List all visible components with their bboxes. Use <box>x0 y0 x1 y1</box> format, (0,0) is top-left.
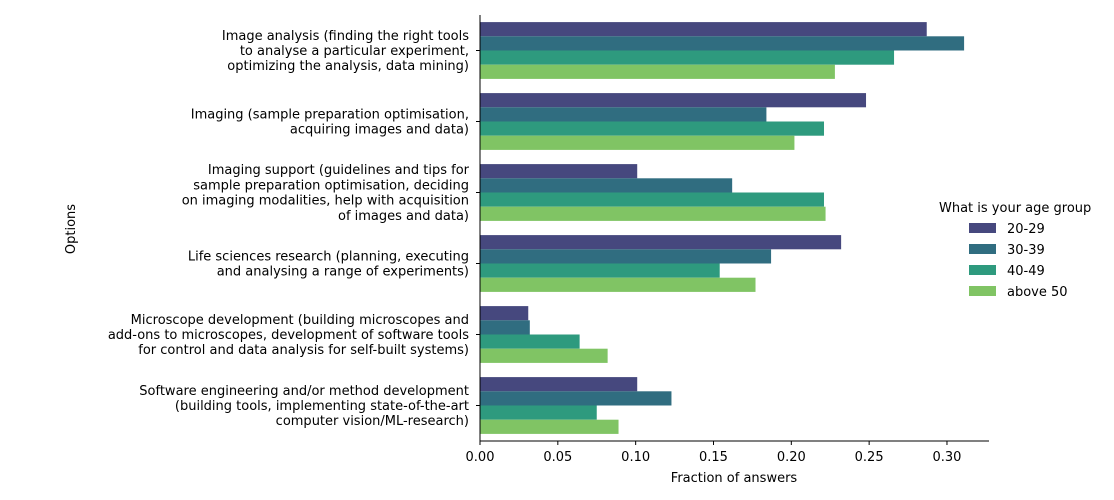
legend: What is your age group 20-29 30-39 40-49 ab… <box>939 201 1091 300</box>
x-axis-ticks: 0.00 0.05 0.10 0.15 0.20 0.25 0.30 <box>466 441 961 465</box>
x-tick-label: 0.30 <box>932 450 961 465</box>
bar-30-39-cat-3 <box>480 178 733 193</box>
bar-20-29-cat-1 <box>480 22 927 37</box>
y-axis-title: Options <box>64 204 79 254</box>
category-label: Image analysis (finding the right tools t… <box>222 29 469 74</box>
bar-above-50-cat-5 <box>480 348 608 363</box>
bar-30-39-cat-5 <box>480 320 530 335</box>
legend-label: 20-29 <box>1007 222 1045 237</box>
bar-40-49-cat-6 <box>480 405 597 420</box>
bar-40-49-cat-4 <box>480 263 720 278</box>
category-label: Imaging support (guidelines and tips for… <box>182 163 470 224</box>
bar-above-50-cat-4 <box>480 277 756 292</box>
bar-20-29-cat-5 <box>480 306 529 321</box>
bar-40-49-cat-1 <box>480 50 895 65</box>
category-label: Life sciences research (planning, execut… <box>188 249 469 279</box>
category-label: Imaging (sample preparation optimisation… <box>191 107 469 137</box>
bar-above-50-cat-3 <box>480 206 826 221</box>
legend-swatch <box>969 223 996 233</box>
bar-30-39-cat-1 <box>480 36 965 51</box>
x-tick-label: 0.00 <box>466 450 495 465</box>
bar-20-29-cat-4 <box>480 235 842 250</box>
legend-swatch <box>969 286 996 296</box>
legend-label: 30-39 <box>1007 243 1045 258</box>
category-label: Software engineering and/or method devel… <box>139 384 469 429</box>
bar-30-39-cat-6 <box>480 391 672 406</box>
legend-swatch <box>969 244 996 254</box>
legend-title: What is your age group <box>939 201 1091 216</box>
legend-label: above 50 <box>1007 285 1068 300</box>
bar-40-49-cat-5 <box>480 334 580 349</box>
bar-above-50-cat-1 <box>480 64 835 79</box>
legend-label: 40-49 <box>1007 264 1045 279</box>
bar-20-29-cat-3 <box>480 164 638 179</box>
bar-40-49-cat-3 <box>480 192 825 207</box>
bar-30-39-cat-2 <box>480 107 767 122</box>
x-tick-label: 0.05 <box>543 450 572 465</box>
x-tick-label: 0.15 <box>699 450 728 465</box>
category-label: Microscope development (building microsc… <box>108 313 469 358</box>
x-tick-label: 0.20 <box>777 450 806 465</box>
bar-30-39-cat-4 <box>480 249 772 264</box>
bar-above-50-cat-6 <box>480 419 619 434</box>
x-tick-label: 0.10 <box>621 450 650 465</box>
x-axis-title: Fraction of answers <box>671 471 798 486</box>
bar-20-29-cat-2 <box>480 93 867 108</box>
bar-40-49-cat-2 <box>480 121 825 136</box>
bar-above-50-cat-2 <box>480 135 795 150</box>
bars-layer <box>480 22 965 434</box>
legend-swatch <box>969 265 996 275</box>
category-labels: Image analysis (finding the right tools t… <box>108 29 480 429</box>
x-tick-label: 0.25 <box>855 450 884 465</box>
bar-20-29-cat-6 <box>480 377 638 392</box>
